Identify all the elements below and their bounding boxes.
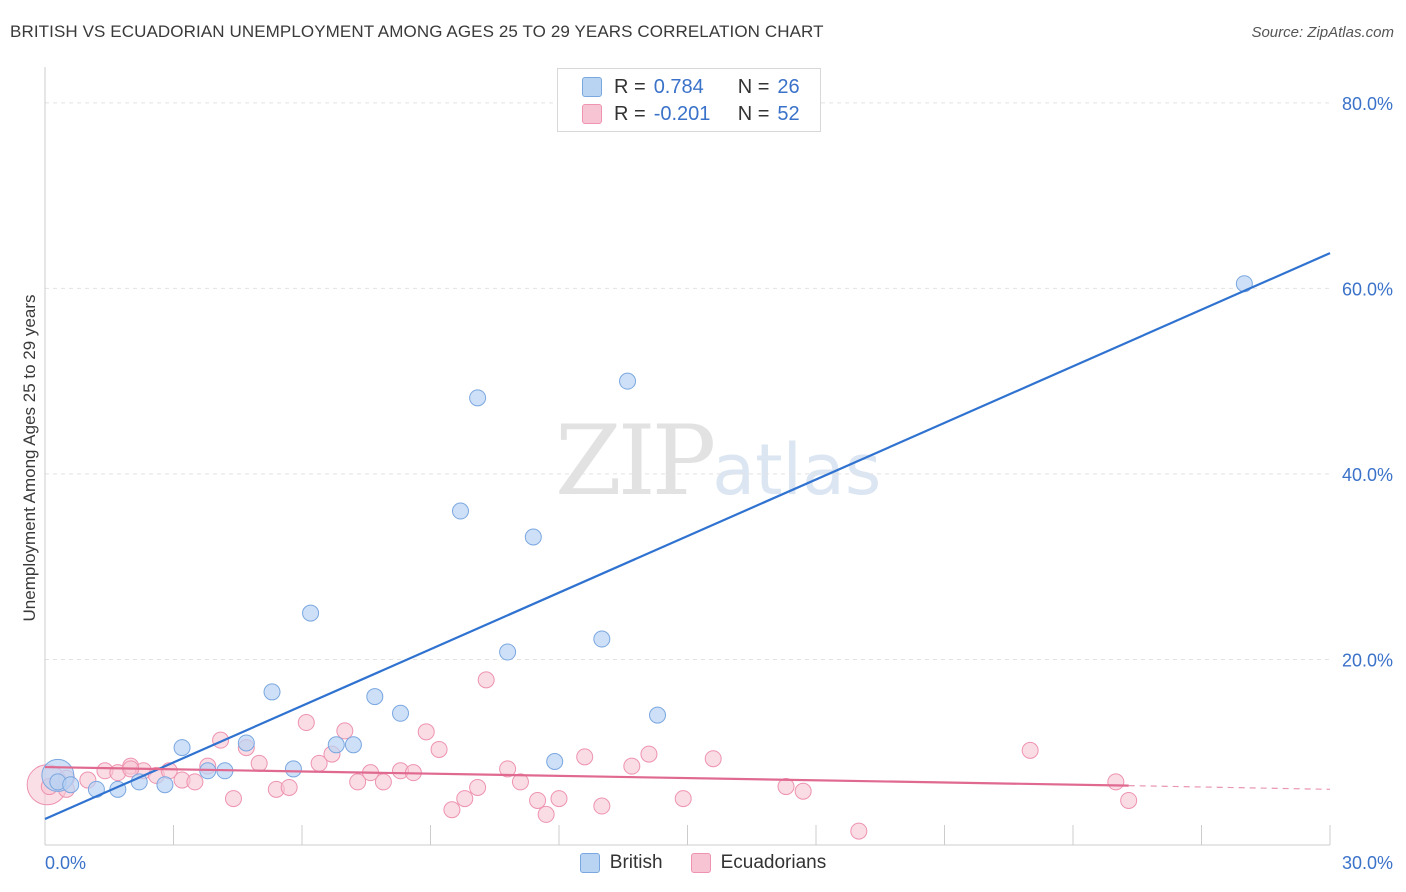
british-n-value: 26 (777, 75, 800, 98)
legend-row-ecuadorian: R = -0.201 N = 52 (582, 101, 800, 127)
ecuadorian-point (1021, 741, 1039, 759)
trend-lines (44, 252, 1331, 821)
british-legend-swatch (579, 853, 600, 873)
british-trend-line (44, 252, 1331, 821)
ecuadorian-r-value: -0.201 (653, 102, 711, 125)
british-point (619, 372, 637, 390)
ecuadorian-point (443, 801, 461, 819)
british-point (546, 753, 564, 771)
ecuadorian-n-value: 52 (777, 102, 800, 125)
legend-item-ecuadorians[interactable]: Ecuadorians (690, 852, 827, 874)
ecuadorian-trend-line (44, 765, 1129, 787)
ecuadorian-point (499, 760, 517, 778)
british-point (156, 776, 174, 794)
ecuadorian-point (550, 790, 568, 808)
ecuadorian-r-label: R = (614, 102, 646, 125)
x-tick-label-max: 30.0% (1342, 853, 1393, 873)
ecuadorian-point (623, 757, 641, 775)
ecuadorians-legend-label: Ecuadorians (720, 852, 827, 873)
british-r-label: R = (614, 75, 646, 98)
british-points (41, 275, 1253, 798)
british-point (344, 736, 362, 754)
series-legend: British Ecuadorians (0, 852, 1406, 874)
ecuadorian-point (280, 778, 298, 796)
source-label: Source: ZipAtlas.com (1251, 24, 1394, 41)
british-point (392, 704, 410, 722)
ecuadorian-point (477, 671, 495, 689)
ecuadorian-point (850, 822, 868, 840)
ecuadorian-point (430, 740, 448, 758)
british-point (366, 688, 384, 706)
watermark-zip: ZIP (555, 405, 716, 517)
ecuadorian-point (576, 748, 594, 766)
y-tick-label: 40.0% (1342, 465, 1393, 485)
ecuadorian-point (674, 790, 692, 808)
british-point (237, 734, 255, 752)
chart-title: BRITISH VS ECUADORIAN UNEMPLOYMENT AMONG… (10, 22, 824, 41)
axes (44, 67, 1331, 846)
british-point (327, 736, 345, 754)
ecuadorian-point (224, 790, 242, 808)
british-point (62, 776, 80, 794)
legend-item-british[interactable]: British (579, 852, 663, 874)
ecuadorian-points (26, 671, 1138, 840)
ecuadorian-point (537, 805, 555, 823)
ecuadorian-swatch (582, 104, 602, 124)
watermark: ZIPatlas (555, 405, 881, 517)
ecuadorian-point (417, 723, 435, 741)
tick-labels: 20.0% 40.0% 60.0% 80.0% 0.0% 30.0% (45, 94, 1393, 873)
british-point (649, 706, 667, 724)
ecuadorian-point (640, 745, 658, 763)
ecuadorian-point (374, 773, 392, 791)
british-legend-label: British (609, 852, 663, 873)
ecuadorian-point (593, 797, 611, 815)
ecuadorian-trend-extension (1128, 785, 1331, 790)
british-point (451, 502, 469, 520)
british-point (263, 683, 281, 701)
y-tick-label: 60.0% (1342, 279, 1393, 299)
british-point (302, 604, 320, 622)
british-r-value: 0.784 (653, 75, 704, 98)
british-point (173, 739, 191, 757)
y-tick-label: 20.0% (1342, 650, 1393, 670)
british-point (524, 528, 542, 546)
ecuadorian-point (469, 778, 487, 796)
watermark-atlas: atlas (712, 429, 882, 511)
ecuadorian-point (1120, 791, 1138, 809)
british-point (499, 643, 517, 661)
ecuadorian-point (704, 750, 722, 768)
ecuadorian-point (456, 790, 474, 808)
x-tick-label-min: 0.0% (45, 853, 86, 873)
ecuadorians-legend-swatch (690, 853, 711, 873)
ecuadorian-point (777, 778, 795, 796)
british-point (593, 630, 611, 648)
british-n-label: N = (737, 75, 770, 98)
british-point (130, 773, 148, 791)
ecuadorian-point (511, 773, 529, 791)
ecuadorian-n-label: N = (737, 102, 770, 125)
ecuadorian-point (186, 773, 204, 791)
ecuadorian-point (794, 782, 812, 800)
british-point (469, 389, 487, 407)
correlation-legend: R = 0.784 N = 26 R = -0.201 N = 52 (557, 68, 821, 132)
y-tick-label: 80.0% (1342, 94, 1393, 114)
british-point (284, 760, 302, 778)
ecuadorian-point (349, 773, 367, 791)
british-swatch (582, 77, 602, 97)
grid-lines (45, 102, 1330, 660)
ecuadorian-point (336, 722, 354, 740)
ecuadorian-point (297, 714, 315, 732)
ecuadorian-point (1107, 773, 1125, 791)
legend-row-british: R = 0.784 N = 26 (582, 74, 800, 100)
ecuadorian-point (529, 791, 547, 809)
ecuadorian-point (250, 754, 268, 772)
